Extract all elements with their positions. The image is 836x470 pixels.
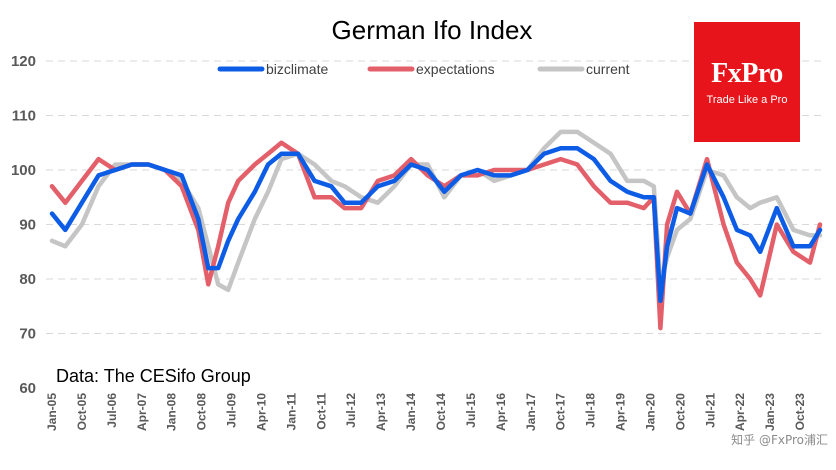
x-tick-label: Jul-18 <box>584 393 598 428</box>
x-tick-label: Oct-17 <box>554 393 568 431</box>
x-tick-label: Apr-19 <box>614 393 628 431</box>
y-tick-label: 110 <box>12 108 36 125</box>
y-tick-label: 70 <box>19 326 36 343</box>
x-tick-label: Jan-08 <box>165 393 179 431</box>
x-tick-label: Jul-06 <box>105 393 119 428</box>
y-tick-label: 120 <box>11 53 36 70</box>
x-tick-label: Jul-15 <box>464 393 478 428</box>
x-tick-label: Jan-14 <box>404 393 418 431</box>
x-axis-ticks: Jan-05 Oct-05 Jul-06 Apr-07 Jan-08 Oct-08 Jul-… <box>45 393 807 431</box>
x-tick-label: Apr-10 <box>254 393 268 431</box>
logo-tagline: Trade Like a Pro <box>706 94 788 106</box>
x-tick-label: Jan-05 <box>45 393 59 431</box>
legend-label-current: current <box>586 61 630 77</box>
x-tick-label: Oct-20 <box>673 393 687 431</box>
x-tick-label: Jan-11 <box>284 393 298 431</box>
x-tick-label: Apr-22 <box>733 393 747 431</box>
x-tick-label: Apr-13 <box>374 393 388 431</box>
x-tick-label: Jul-21 <box>703 393 717 428</box>
y-axis-ticks: 60 70 80 90 100 110 120 <box>11 53 36 397</box>
x-tick-label: Apr-07 <box>135 393 149 431</box>
x-tick-label: Apr-16 <box>494 393 508 431</box>
y-tick-label: 80 <box>19 271 36 288</box>
legend-label-bizclimate: bizclimate <box>266 61 328 77</box>
x-tick-label: Jul-12 <box>344 393 358 428</box>
legend: bizclimate expectations current <box>217 61 630 77</box>
source-note: Data: The CESifo Group <box>56 366 251 386</box>
watermark: 知乎 @FxPro浦汇 <box>731 433 828 447</box>
x-tick-label: Oct-11 <box>314 393 328 430</box>
series-line-bizclimate <box>49 145 823 304</box>
x-tick-label: Oct-08 <box>195 393 209 431</box>
chart-title: German Ifo Index <box>332 15 533 45</box>
legend-label-expectations: expectations <box>416 61 495 77</box>
series-lines <box>49 129 823 331</box>
y-tick-label: 60 <box>19 380 36 397</box>
grid <box>46 60 822 334</box>
x-tick-label: Oct-23 <box>793 393 807 431</box>
x-tick-label: Oct-14 <box>434 393 448 431</box>
logo-brand: FxPro <box>711 58 783 89</box>
x-tick-label: Jan-17 <box>524 393 538 431</box>
y-tick-label: 100 <box>11 162 36 179</box>
x-tick-label: Jan-23 <box>763 393 777 431</box>
x-tick-label: Oct-05 <box>75 393 89 431</box>
x-tick-label: Jan-20 <box>643 393 657 431</box>
fxpro-logo: FxPro Trade Like a Pro <box>694 22 800 142</box>
y-tick-label: 90 <box>19 217 36 234</box>
series-line-current <box>49 129 823 293</box>
x-tick-label: Jul-09 <box>225 393 239 428</box>
